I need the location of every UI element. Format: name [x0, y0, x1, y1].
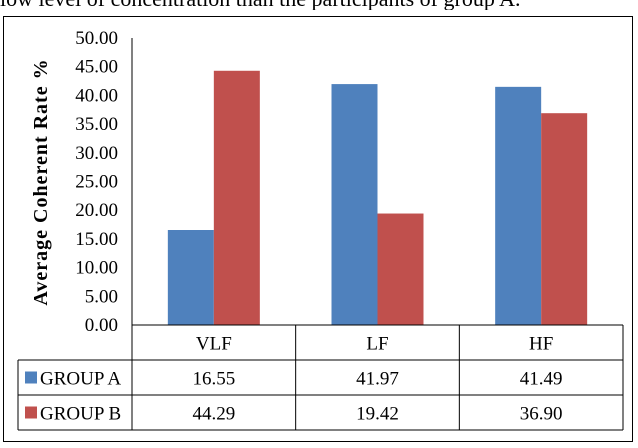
bar-group-a-vlf	[167, 230, 214, 325]
y-tick-label: 25.00	[75, 172, 118, 193]
y-axis-label: Average Coherent Rate %	[30, 58, 52, 305]
y-tick-label: 40.00	[75, 85, 118, 106]
legend-swatch	[25, 371, 37, 384]
data-label: 19.42	[356, 404, 399, 425]
y-tick-label: 35.00	[75, 114, 118, 135]
chart-frame	[3, 16, 633, 442]
y-tick-label: 30.00	[75, 143, 118, 164]
bar-group-b-hf	[541, 113, 588, 325]
legend-entry: GROUP B	[40, 404, 121, 425]
data-label: 41.97	[356, 369, 399, 390]
bar-group-b-vlf	[213, 70, 260, 326]
y-tick-label: 5.00	[85, 286, 118, 307]
category-label: VLF	[196, 334, 232, 355]
category-label: LF	[366, 334, 388, 355]
data-label: 36.90	[520, 404, 563, 425]
y-tick-label: 50.00	[75, 28, 118, 49]
bar-group-a-hf	[495, 86, 542, 325]
legend-entry: GROUP A	[40, 369, 121, 390]
y-tick-label: 0.00	[85, 315, 118, 336]
y-tick-label: 20.00	[75, 200, 118, 221]
data-label: 44.29	[192, 404, 235, 425]
data-label: 41.49	[520, 369, 563, 390]
legend-swatch	[25, 406, 37, 419]
y-tick-label: 15.00	[75, 229, 118, 250]
header-text: low level of concentration than the part…	[0, 0, 638, 10]
bar-group-a-lf	[331, 84, 378, 326]
bar-group-b-lf	[377, 213, 424, 325]
category-label: HF	[529, 334, 553, 355]
y-tick-label: 45.00	[75, 57, 118, 78]
y-tick-label: 10.00	[75, 258, 118, 279]
data-label: 16.55	[192, 369, 235, 390]
